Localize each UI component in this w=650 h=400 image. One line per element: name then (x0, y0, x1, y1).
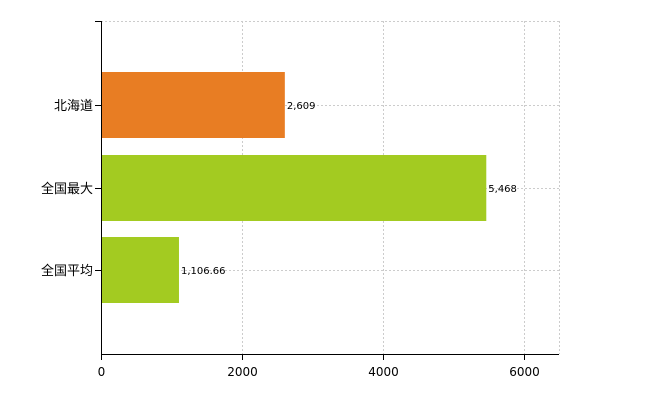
bars (102, 72, 487, 303)
x-tick-label-2: 4000 (368, 365, 399, 379)
axes (95, 21, 559, 360)
x-tick-label-0: 0 (98, 365, 106, 379)
bar-2 (102, 237, 179, 303)
data-label-2: 1,106.66 (181, 266, 226, 277)
category-label-1: 全国最大 (41, 181, 93, 197)
category-label-2: 全国平均 (41, 263, 93, 279)
x-tick-label-3: 6000 (509, 365, 540, 379)
data-label-0: 2,609 (287, 101, 316, 112)
data-label-1: 5,468 (488, 184, 517, 195)
category-label-0: 北海道 (54, 99, 93, 114)
bar-0 (102, 72, 285, 138)
bar-1 (102, 155, 487, 221)
x-tick-label-1: 2000 (227, 365, 258, 379)
